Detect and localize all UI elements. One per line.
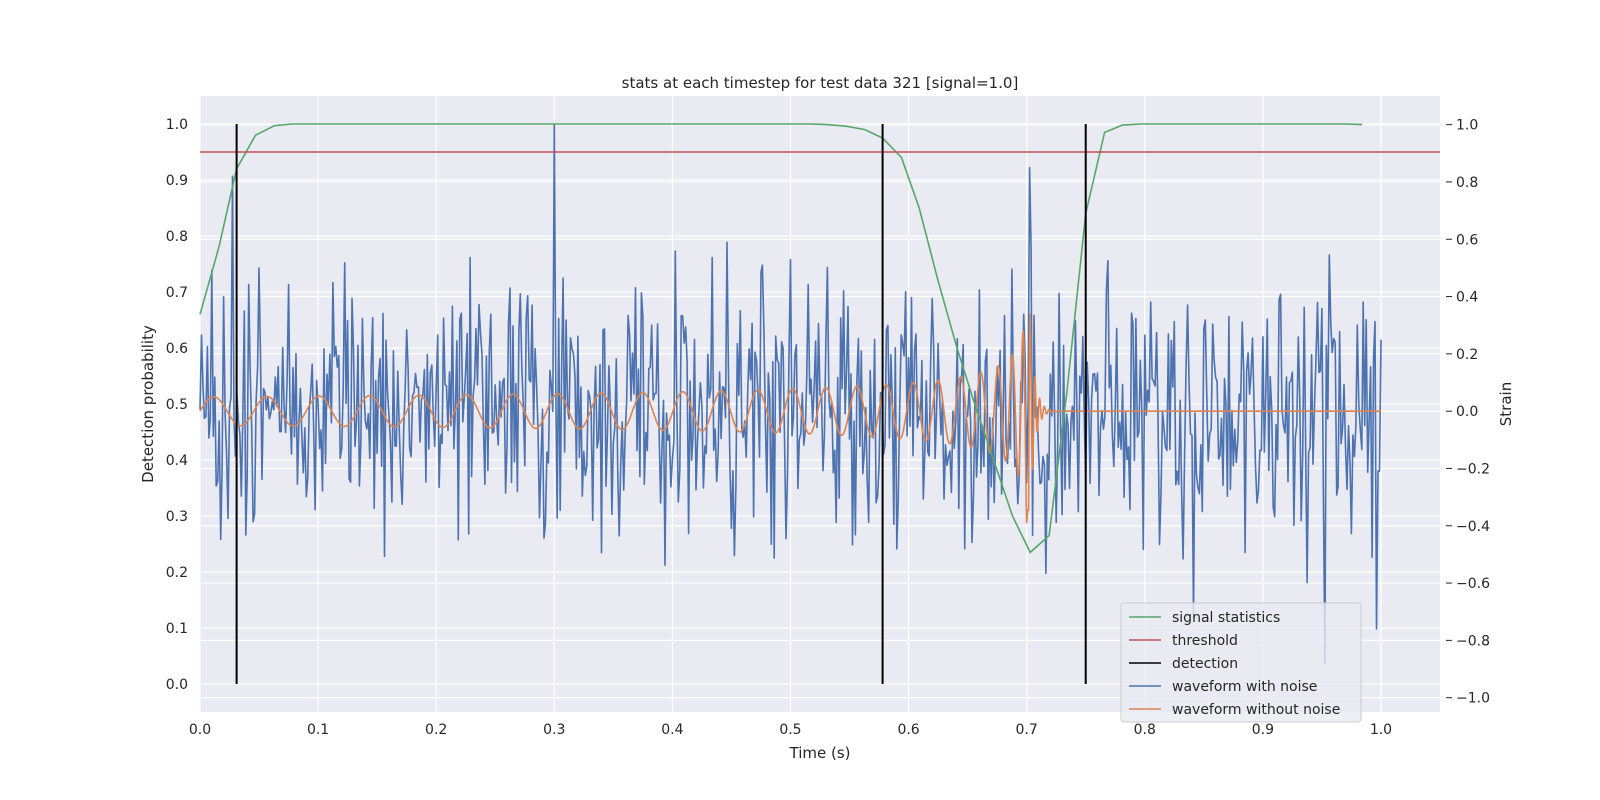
x-tick-label: 0.0 [189, 722, 211, 738]
x-tick-label: 0.3 [543, 722, 565, 738]
x-tick-labels: 0.0 0.1 0.2 0.3 0.4 0.5 0.6 0.7 0.8 0.9 1.0 [189, 722, 1392, 738]
y-right-tick-label: −0.6 [1456, 576, 1490, 592]
x-axis-title: Time (s) [789, 744, 851, 762]
y-right-tick-label: 0.6 [1456, 232, 1478, 248]
y-right-tick-label: −1.0 [1456, 691, 1490, 707]
y-left-tick-label: 0.7 [166, 285, 188, 301]
legend-item-waveform-without-noise: waveform without noise [1129, 702, 1340, 718]
legend-label: signal statistics [1172, 610, 1280, 626]
y-right-tick-labels: −1.0 −0.8 −0.6 −0.4 −0.2 0.0 0.2 0.4 0.6 0.8 1.0 [1446, 118, 1490, 707]
x-tick-label: 1.0 [1370, 722, 1392, 738]
x-tick-label: 0.1 [307, 722, 329, 738]
y-left-tick-label: 0.0 [166, 677, 188, 693]
chart-title: stats at each timestep for test data 321… [622, 74, 1019, 92]
y-left-tick-label: 0.4 [166, 453, 188, 469]
x-tick-label: 0.5 [779, 722, 801, 738]
series-waveform-without-noise [199, 313, 1382, 524]
y-left-tick-label: 0.8 [166, 229, 188, 245]
series-signal-statistics [199, 123, 1363, 554]
x-tick-label: 0.8 [1134, 722, 1156, 738]
y-left-axis-title: Detection probability [139, 325, 157, 483]
legend-label: waveform without noise [1172, 702, 1340, 718]
legend: signal statistics threshold detection wa… [1120, 602, 1362, 723]
y-left-tick-label: 0.5 [166, 397, 188, 413]
legend-item-detection: detection [1129, 656, 1238, 672]
legend-box [1120, 602, 1362, 723]
y-right-tick-label: 0.8 [1456, 175, 1478, 191]
y-right-tick-label: 0.0 [1456, 404, 1478, 420]
legend-item-threshold: threshold [1129, 633, 1238, 649]
legend-label: detection [1172, 656, 1238, 672]
y-right-tick-label: −0.4 [1456, 519, 1490, 535]
y-right-tick-label: −0.8 [1456, 633, 1490, 649]
y-left-tick-labels: 0.0 0.1 0.2 0.3 0.4 0.5 0.6 0.7 0.8 0.9 1.0 [166, 117, 188, 693]
legend-label: waveform with noise [1172, 679, 1317, 695]
legend-item-signal-statistics: signal statistics [1129, 610, 1280, 626]
y-left-tick-label: 0.9 [166, 173, 188, 189]
series-layer [199, 123, 1440, 684]
x-tick-label: 0.4 [661, 722, 683, 738]
y-right-tick-label: 0.4 [1456, 290, 1478, 306]
y-right-tick-label: 1.0 [1456, 118, 1478, 134]
y-right-axis-title: Strain [1497, 382, 1515, 426]
x-tick-label: 0.9 [1252, 722, 1274, 738]
y-left-tick-label: 0.3 [166, 509, 188, 525]
legend-item-waveform-with-noise: waveform with noise [1129, 679, 1317, 695]
y-left-tick-label: 0.1 [166, 621, 188, 637]
y-left-tick-label: 0.6 [166, 341, 188, 357]
y-left-tick-label: 0.2 [166, 565, 188, 581]
y-right-tick-label: −0.2 [1456, 461, 1490, 477]
y-right-tick-label: 0.2 [1456, 347, 1478, 363]
x-tick-label: 0.7 [1016, 722, 1038, 738]
x-tick-label: 0.6 [897, 722, 919, 738]
x-tick-label: 0.2 [425, 722, 447, 738]
y-left-tick-label: 1.0 [166, 117, 188, 133]
legend-label: threshold [1172, 633, 1238, 649]
series-waveform-with-noise [199, 123, 1382, 665]
